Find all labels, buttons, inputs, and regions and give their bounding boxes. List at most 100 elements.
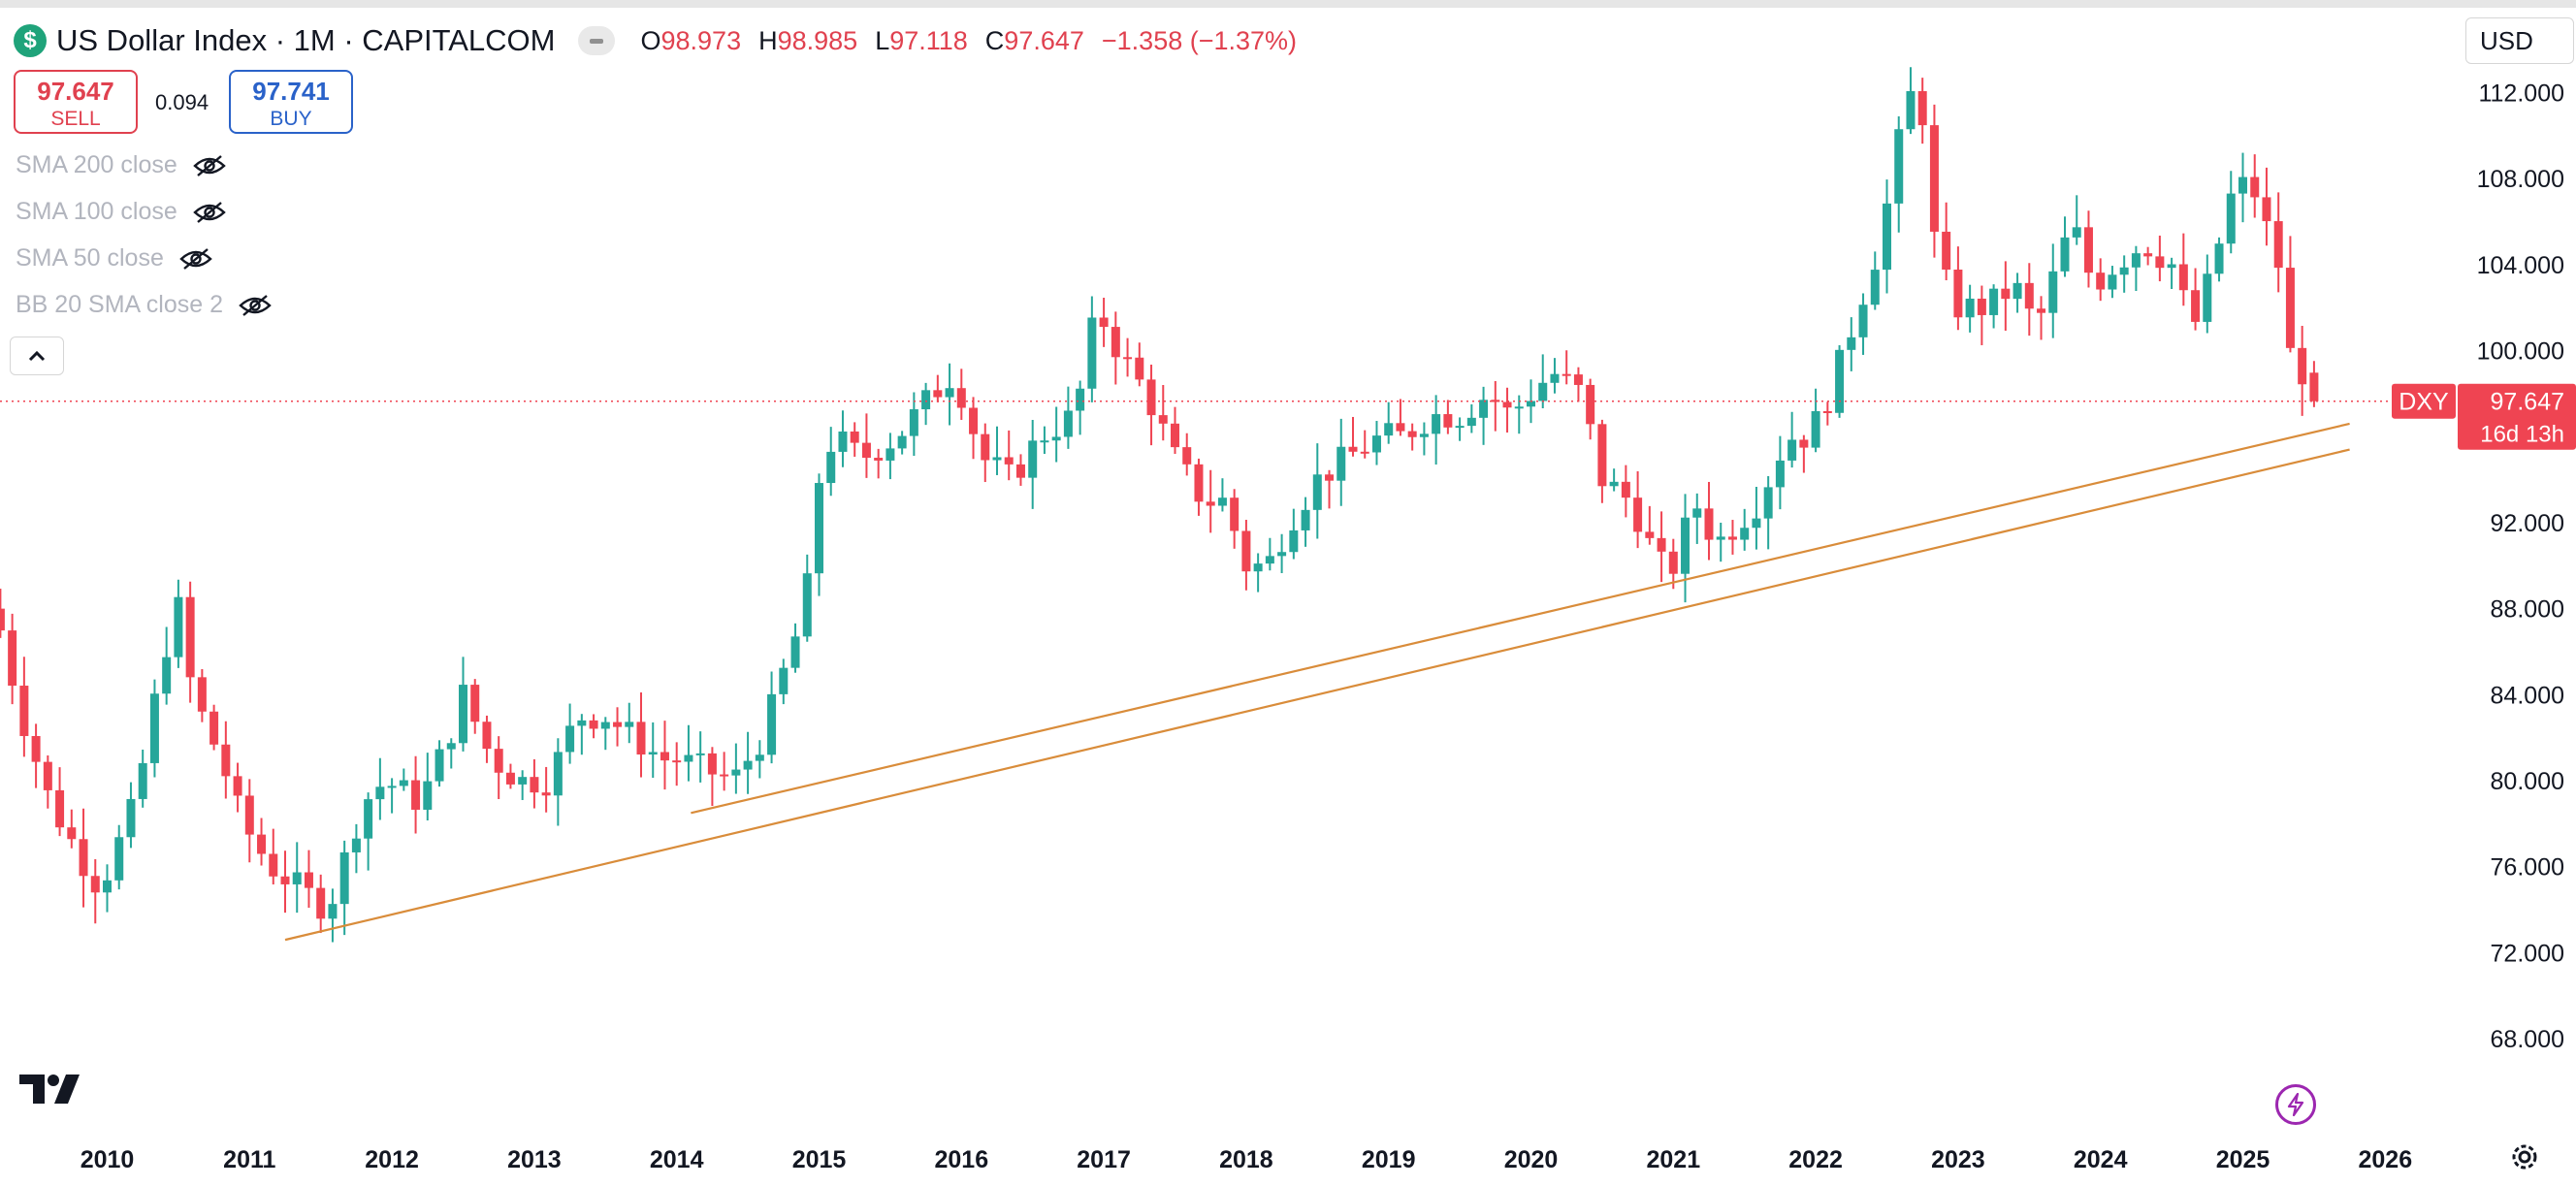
eye-hidden-icon[interactable]	[193, 154, 226, 177]
candle-body	[482, 722, 492, 750]
candle-body	[2167, 264, 2176, 269]
buy-button[interactable]: 97.741 BUY	[229, 70, 353, 134]
candle-body	[815, 483, 823, 574]
gear-icon[interactable]	[2508, 1140, 2541, 1173]
candle-body	[1015, 464, 1025, 478]
price-tick-label: 108.000	[2477, 166, 2564, 193]
dollar-logo-icon: $	[14, 24, 47, 57]
candle-body	[2203, 273, 2212, 322]
candle-body	[0, 608, 5, 631]
candle-body	[185, 596, 195, 678]
candle-body	[149, 693, 159, 763]
candle-body	[1573, 374, 1583, 385]
candle-body	[280, 876, 290, 884]
candle-body	[1194, 464, 1204, 502]
candle-body	[1432, 414, 1441, 434]
candle-body	[1740, 528, 1750, 540]
sell-label: SELL	[50, 108, 101, 130]
candle-body	[1312, 474, 1322, 510]
candle-body	[2238, 176, 2247, 194]
time-tick-label: 2015	[792, 1146, 847, 1173]
indicator-sma100[interactable]: SMA 100 close	[16, 198, 226, 226]
candle-body	[660, 752, 669, 761]
time-tick-label: 2018	[1219, 1146, 1273, 1173]
sell-button[interactable]: 97.647 SELL	[14, 70, 138, 134]
candle-body	[1562, 373, 1571, 376]
eye-hidden-icon[interactable]	[193, 201, 226, 224]
candle-body	[1704, 508, 1714, 540]
eye-hidden-icon[interactable]	[179, 247, 212, 271]
candle-body	[755, 754, 764, 761]
candle-body	[1396, 423, 1405, 432]
collapse-legend-button[interactable]	[10, 337, 64, 375]
candle-body	[1621, 481, 1630, 498]
candle-body	[1965, 298, 1975, 318]
support-line-lower	[284, 448, 2350, 942]
indicator-sma50[interactable]: SMA 50 close	[16, 244, 212, 273]
candle-body	[541, 792, 551, 796]
indicator-label: SMA 200 close	[16, 151, 177, 178]
time-tick-label: 2024	[2074, 1146, 2128, 1173]
candle-body	[1681, 517, 1690, 574]
price-tick-label: 72.000	[2491, 940, 2564, 967]
currency-selector[interactable]: USD	[2465, 17, 2574, 64]
candle-body	[945, 388, 954, 398]
candle-body	[1763, 487, 1773, 519]
candle-body	[1527, 401, 1535, 407]
spread-value: 0.094	[155, 90, 209, 114]
candle-body	[802, 573, 812, 637]
countdown-label: 16d 13h	[2480, 422, 2564, 448]
candle-body	[79, 839, 88, 877]
indicator-sma200[interactable]: SMA 200 close	[16, 151, 226, 179]
indicator-bb20[interactable]: BB 20 SMA close 2	[16, 291, 272, 319]
candle-body	[969, 407, 979, 434]
price-tick-label: 92.000	[2491, 510, 2564, 537]
candle-body	[2143, 253, 2153, 257]
time-tick-label: 2011	[223, 1146, 275, 1173]
candle-body	[1348, 446, 1358, 452]
tradingview-logo-icon[interactable]	[19, 1075, 81, 1104]
candle-body	[162, 657, 172, 694]
candle-body	[138, 762, 147, 799]
time-tick-label: 2012	[365, 1146, 419, 1173]
candle-body	[2226, 193, 2236, 244]
candle-body	[1657, 537, 1666, 552]
candle-body	[90, 876, 100, 893]
candles-layer	[0, 67, 2319, 943]
candle-body	[1230, 497, 1240, 531]
candle-body	[174, 596, 183, 658]
candle-body	[339, 851, 349, 905]
candle-body	[1301, 509, 1310, 530]
candle-body	[399, 780, 408, 786]
indicator-label: BB 20 SMA close 2	[16, 291, 224, 318]
candle-body	[1847, 337, 1856, 350]
candle-body	[2001, 288, 2011, 300]
candle-body	[636, 722, 646, 755]
bolt-button[interactable]	[2275, 1084, 2316, 1125]
candle-body	[304, 872, 313, 888]
time-axis: 2010 2011 2012 2013 2014 2015 2016 2017 2018 2019…	[80, 1146, 2412, 1173]
candle-body	[316, 887, 326, 919]
candle-body	[2096, 273, 2106, 290]
candle-body	[1645, 531, 1655, 538]
time-tick-label: 2010	[80, 1146, 135, 1173]
price-tick-label: 84.000	[2491, 682, 2564, 709]
minimize-button[interactable]	[578, 26, 616, 55]
symbol-title[interactable]: US Dollar Index · 1M · CAPITALCOM	[56, 23, 556, 57]
candle-body	[921, 390, 931, 410]
price-axis: 112.000108.000104.000100.00096.00092.000…	[2477, 80, 2564, 1053]
candle-body	[1668, 551, 1678, 574]
candle-body	[2191, 290, 2201, 322]
eye-hidden-icon[interactable]	[239, 294, 272, 317]
price-tick-label: 88.000	[2491, 596, 2564, 624]
candle-body	[577, 720, 587, 726]
candle-body	[518, 777, 528, 785]
low-key: L	[875, 25, 890, 55]
price-tick-label: 100.000	[2477, 338, 2564, 366]
candle-body	[1692, 508, 1702, 518]
candle-body	[838, 431, 848, 452]
minus-icon	[590, 38, 604, 44]
symbol-tag: DXY	[2399, 389, 2449, 416]
candle-body	[197, 677, 207, 712]
